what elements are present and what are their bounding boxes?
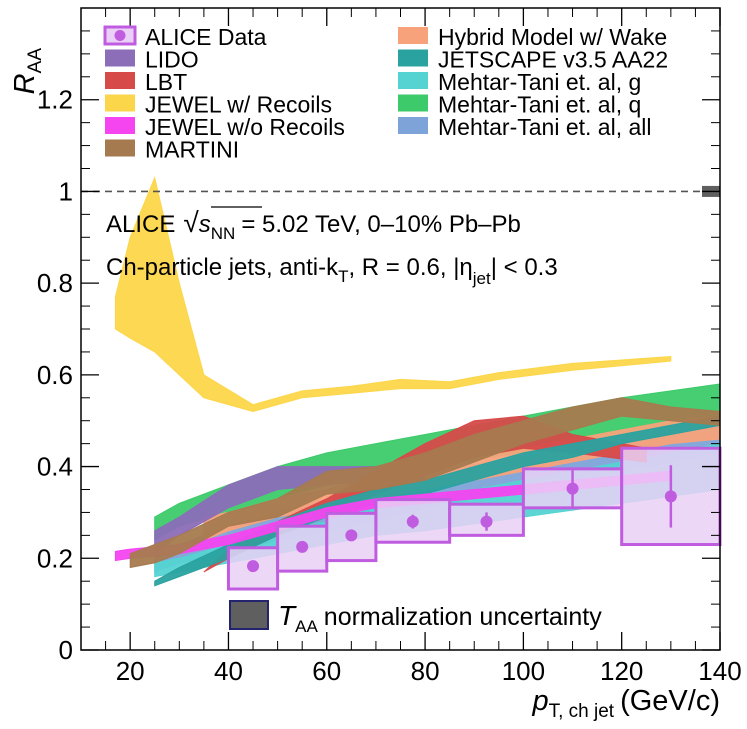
legend-marker-alice-data: [114, 30, 126, 41]
legend-swatch-jetscape-v3-5-aa22: [398, 49, 428, 67]
x-axis-label-unit: (GeV/c): [620, 685, 720, 717]
legend-swatch-mehtar-tani-et-al-g: [398, 72, 428, 89]
y-tick-label: 0.8: [37, 268, 73, 298]
legend-swatch-jewel-w-recoils: [105, 94, 135, 112]
y-tick-label: 0: [59, 635, 73, 665]
y-tick-label: 1.2: [37, 85, 73, 115]
legend-label-lido: LIDO: [145, 47, 199, 73]
x-tick-label: 120: [600, 656, 643, 686]
x-tick-label: 100: [502, 656, 545, 686]
data-point-1: [296, 540, 309, 553]
axis-ticks: 20 40 60 80 100 120 140 0 0.2 0.4 0.6 0.8 1 1.2: [37, 8, 742, 686]
legend-swatch-jewel-w-o-recoils: [105, 117, 135, 134]
legend-label-hybrid-model-w-wake: Hybrid Model w/ Wake: [438, 24, 667, 50]
x-tick-label: 80: [411, 656, 440, 686]
legend-swatch-lbt: [105, 72, 135, 89]
data-point-0: [247, 560, 260, 573]
x-tick-label: 20: [116, 656, 145, 686]
x-tick-label: 140: [698, 656, 741, 686]
data-point-2: [345, 529, 358, 542]
x-axis-label-sub: T, ch jet: [549, 701, 615, 722]
legend-swatch-martini: [105, 139, 135, 157]
legend-label-mehtar-tani-et-al-g: Mehtar-Tani et. al, g: [438, 69, 641, 95]
legend-label-jewel-w-o-recoils: JEWEL w/o Recoils: [145, 114, 345, 140]
data-point-3: [406, 515, 419, 528]
legend-label-martini: MARTINI: [145, 137, 239, 163]
legend-swatch-lido: [105, 49, 135, 67]
taa-legend-swatch: [229, 600, 269, 630]
legend-label-mehtar-tani-et-al-all: Mehtar-Tani et. al, all: [438, 114, 651, 140]
y-tick-label: 0.2: [37, 543, 73, 573]
band-jewel-w-recoils: [114, 176, 672, 413]
legend-swatch-mehtar-tani-et-al-all: [398, 117, 428, 134]
annotation-line-1: ALICE √sNN = 5.02 TeV, 0–10% Pb–Pb: [106, 207, 521, 243]
taa-legend-label: TAA normalization uncertainty: [278, 600, 602, 636]
legend-label-alice-data: ALICE Data: [145, 24, 267, 50]
y-tick-label: 1: [59, 176, 73, 206]
data-point-5: [566, 482, 579, 495]
y-tick-label: 0.4: [37, 452, 73, 482]
legend-swatch-hybrid-model-w-wake: [398, 27, 428, 44]
x-tick-label: 60: [312, 656, 341, 686]
y-axis-label: RAA: [9, 48, 46, 95]
x-tick-label: 40: [214, 656, 243, 686]
data-point-6: [664, 490, 677, 503]
legend-swatch-mehtar-tani-et-al-q: [398, 94, 428, 112]
annotation-line-2: Ch-particle jets, anti-kT, R = 0.6, |ηje…: [106, 254, 558, 288]
x-axis-label: pT, ch jet (GeV/c): [531, 685, 720, 722]
alice-data-points: [226, 446, 722, 591]
legend-label-mehtar-tani-et-al-q: Mehtar-Tani et. al, q: [438, 92, 641, 118]
data-point-4: [480, 515, 493, 528]
y-axis-label-sub: AA: [25, 48, 46, 74]
y-tick-label: 0.6: [37, 360, 73, 390]
legend-label-jetscape-v3-5-aa22: JETSCAPE v3.5 AA22: [438, 47, 668, 73]
legend-label-jewel-w-recoils: JEWEL w/ Recoils: [145, 92, 332, 118]
legend-label-lbt: LBT: [145, 69, 187, 95]
